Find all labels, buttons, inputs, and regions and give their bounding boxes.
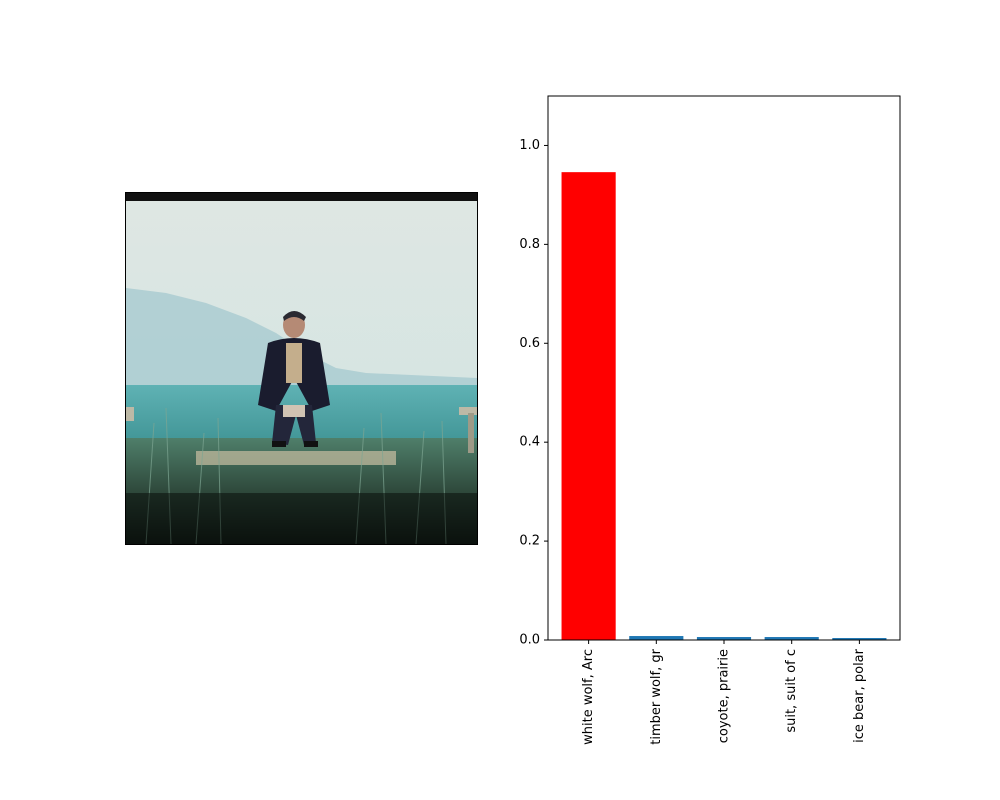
x-tick-label-2: coyote, prairie xyxy=(717,649,732,743)
axes-frame xyxy=(547,95,901,641)
bar-0 xyxy=(561,172,616,640)
bar-4 xyxy=(832,638,887,640)
y-tick-label-4: 0.8 xyxy=(519,237,540,252)
input-photo xyxy=(125,192,478,545)
x-tick-label-0: white wolf, Arc xyxy=(581,649,596,745)
bar-3 xyxy=(764,637,819,640)
bar-2 xyxy=(696,637,752,640)
x-tick-label-1: timber wolf, gr xyxy=(649,648,664,744)
y-tick-label-2: 0.4 xyxy=(519,435,540,450)
y-tick-label-5: 1.0 xyxy=(519,138,540,153)
y-tick-label-1: 0.2 xyxy=(519,534,540,549)
y-tick-label-0: 0.0 xyxy=(519,633,540,648)
photo-illustration xyxy=(126,193,477,544)
y-tick-label-3: 0.6 xyxy=(519,336,540,351)
x-tick-label-4: ice bear, polar xyxy=(852,648,867,742)
x-tick-label-3: suit, suit of c xyxy=(784,649,799,733)
bar-1 xyxy=(629,636,684,640)
seated-man xyxy=(258,311,330,447)
